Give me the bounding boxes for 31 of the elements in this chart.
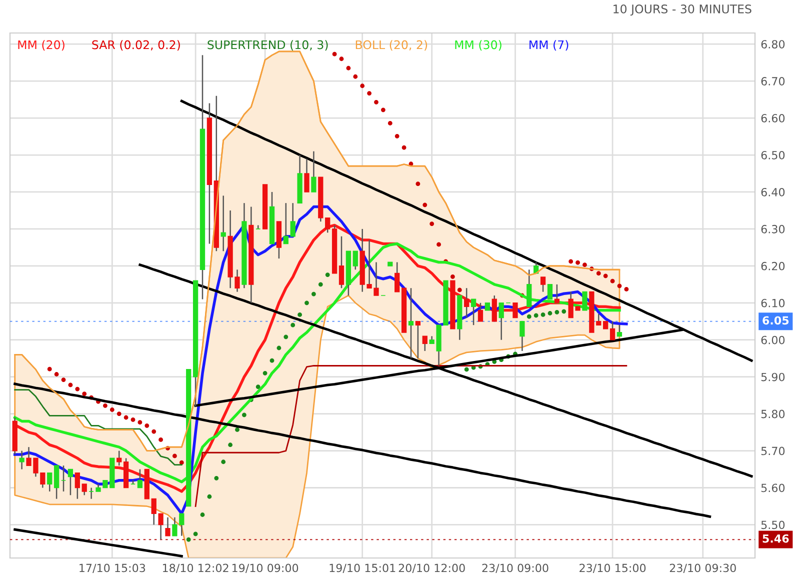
text: SAR (0.02, 0.2) bbox=[92, 40, 180, 51]
y-tick-label: 5.80 bbox=[761, 410, 785, 418]
y-tick-label: 6.10 bbox=[761, 298, 785, 308]
x-tick-label: 20/10 12:00 bbox=[398, 564, 465, 574]
y-tick-label: 6.00 bbox=[761, 336, 785, 344]
y-tick-label: 6.70 bbox=[761, 77, 785, 86]
y-tick-label: 5.60 bbox=[761, 484, 785, 492]
x-tick-label: 23/10 15:00 bbox=[580, 564, 646, 574]
x-tick-label: 18/10 12:02 bbox=[162, 564, 228, 574]
x-tick-label: 17/10 15:03 bbox=[80, 564, 146, 574]
y-tick-label: 6.80 bbox=[761, 40, 785, 48]
y-tick-label: 5.90 bbox=[761, 372, 785, 382]
y-tick-label: 6.50 bbox=[761, 150, 785, 160]
y-tick-label: 5.50 bbox=[761, 520, 785, 530]
chart-subtitle: 10 JOURS - 30 MINUTES bbox=[614, 4, 752, 16]
ref-line-label: 5.46 bbox=[762, 534, 789, 543]
text: MM (7) bbox=[530, 40, 568, 51]
text: BOLL (20, 2) bbox=[356, 40, 428, 51]
text: MM (30) bbox=[455, 40, 502, 51]
y-tick-label: 6.30 bbox=[761, 224, 785, 234]
text: MM (20) bbox=[18, 40, 64, 51]
x-tick-label: 23/10 09:00 bbox=[482, 564, 548, 574]
y-tick-label: 6.60 bbox=[761, 114, 785, 122]
text: SUPERTREND (10, 3) bbox=[208, 40, 328, 51]
y-tick-label: 6.40 bbox=[761, 188, 785, 196]
ref-line-label: 6.05 bbox=[762, 316, 789, 325]
x-tick-label: 23/10 09:30 bbox=[670, 564, 736, 574]
x-tick-label: 19/10 09:00 bbox=[232, 564, 298, 574]
y-tick-label: 5.70 bbox=[761, 446, 785, 456]
y-tick-label: 6.20 bbox=[761, 262, 785, 270]
x-tick-label: 19/10 15:01 bbox=[330, 564, 396, 574]
